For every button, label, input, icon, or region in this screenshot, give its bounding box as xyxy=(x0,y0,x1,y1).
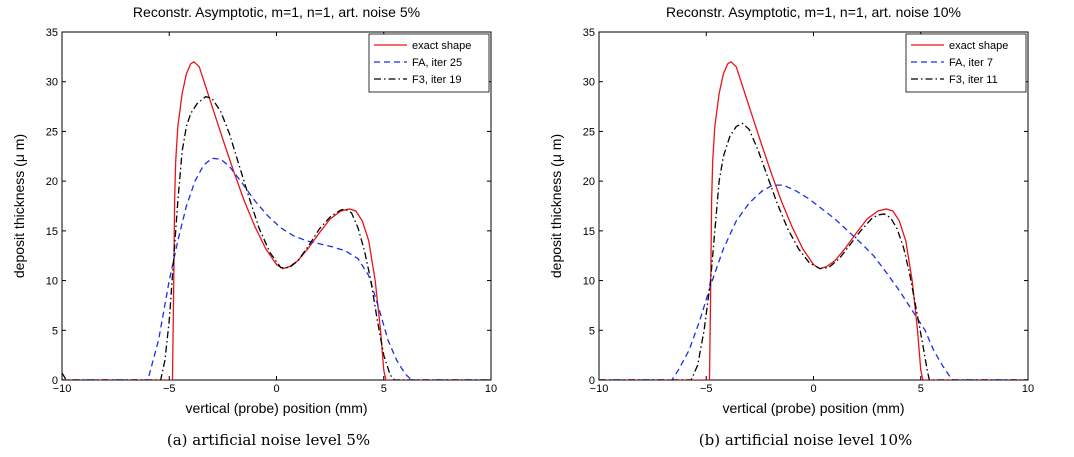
chart-title: Reconstr. Asymptotic, m=1, n=1, art. noi… xyxy=(666,4,961,20)
legend-label-1: FA, iter 7 xyxy=(949,57,993,69)
y-axis-label: deposit thickness (μ m) xyxy=(11,134,27,278)
series-line-2 xyxy=(599,123,1028,380)
y-tick-label: 35 xyxy=(583,27,595,39)
caption-b: (b) artificial noise level 10% xyxy=(537,431,1074,449)
series-line-1 xyxy=(599,185,1028,380)
y-tick-label: 30 xyxy=(583,77,595,89)
y-tick-label: 0 xyxy=(52,375,58,387)
legend-label-2: F3, iter 11 xyxy=(949,74,998,86)
series-line-0 xyxy=(62,62,491,380)
y-tick-label: 15 xyxy=(46,226,58,238)
x-tick-label: 0 xyxy=(273,383,279,395)
chart-panel-a: Reconstr. Asymptotic, m=1, n=1, art. noi… xyxy=(0,0,537,457)
line-chart-a: Reconstr. Asymptotic, m=1, n=1, art. noi… xyxy=(0,0,537,430)
y-axis-label: deposit thickness (μ m) xyxy=(548,134,564,278)
x-tick-label: 5 xyxy=(381,383,387,395)
y-tick-label: 25 xyxy=(583,126,595,138)
legend-label-1: FA, iter 25 xyxy=(412,57,462,69)
x-tick-label: 10 xyxy=(1022,383,1034,395)
line-chart-b: Reconstr. Asymptotic, m=1, n=1, art. noi… xyxy=(537,0,1074,430)
legend-label-0: exact shape xyxy=(412,40,471,52)
y-tick-label: 10 xyxy=(46,276,58,288)
y-tick-label: 10 xyxy=(583,276,595,288)
y-tick-label: 20 xyxy=(583,176,595,188)
y-tick-label: 20 xyxy=(46,176,58,188)
y-tick-label: 35 xyxy=(46,27,58,39)
y-tick-label: 15 xyxy=(583,226,595,238)
legend-label-2: F3, iter 19 xyxy=(412,74,462,86)
series-line-0 xyxy=(599,62,1028,380)
series-line-2 xyxy=(62,97,491,380)
x-tick-label: −5 xyxy=(163,383,176,395)
x-tick-label: 10 xyxy=(485,383,497,395)
legend-label-0: exact shape xyxy=(949,40,1008,52)
x-tick-label: −5 xyxy=(700,383,713,395)
y-tick-label: 25 xyxy=(46,126,58,138)
chart-title: Reconstr. Asymptotic, m=1, n=1, art. noi… xyxy=(133,4,420,20)
y-tick-label: 0 xyxy=(589,375,595,387)
y-tick-label: 5 xyxy=(52,325,58,337)
y-tick-label: 30 xyxy=(46,77,58,89)
x-axis-label: vertical (probe) position (mm) xyxy=(185,400,367,416)
y-tick-label: 5 xyxy=(589,325,595,337)
x-tick-label: 5 xyxy=(918,383,924,395)
x-tick-label: 0 xyxy=(810,383,816,395)
chart-panel-b: Reconstr. Asymptotic, m=1, n=1, art. noi… xyxy=(537,0,1074,457)
x-axis-label: vertical (probe) position (mm) xyxy=(722,400,904,416)
caption-a: (a) artificial noise level 5% xyxy=(0,431,537,449)
series-line-1 xyxy=(62,158,491,380)
